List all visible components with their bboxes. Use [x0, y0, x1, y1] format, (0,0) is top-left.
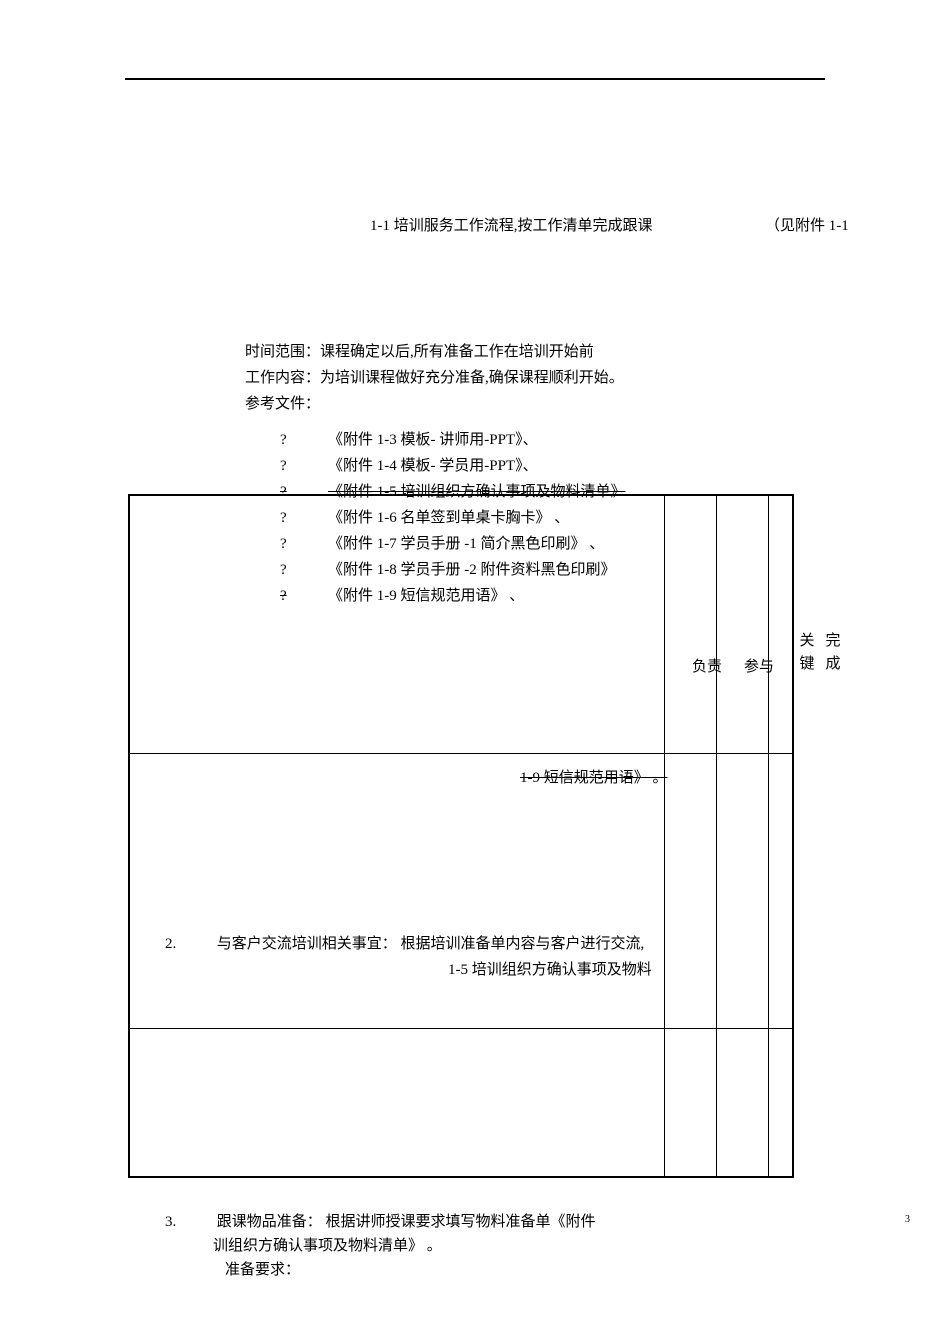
ref-files: 参考文件： [245, 392, 624, 416]
work-table [128, 494, 794, 1178]
item-2-text-b: 1-5 培训组织方确认事项及物料 [448, 958, 652, 982]
item-3-text-c: 准备要求： [225, 1258, 300, 1282]
header-text-1a: 1-1 培训服务工作流程,按工作清单完成跟课 [370, 214, 653, 238]
header-rule [125, 78, 825, 80]
col-header-responsible: 负责 [692, 655, 722, 679]
header-text-1b: （见附件 1-1 [765, 214, 849, 238]
work-content: 工作内容：为培训课程做好充分准备,确保课程顺利开始。 [245, 366, 624, 390]
col-header-key: 关键 [799, 630, 815, 675]
bullet-marker: ? [280, 428, 328, 452]
bullet-1: 《附件 1-3 模板- 讲师用-PPT》、 [328, 428, 538, 452]
item-3-text-a: 跟课物品准备： 根据讲师授课要求填写物料准备单《附件 [217, 1214, 596, 1230]
item-3-num: 3. [165, 1210, 213, 1234]
item-2: 2. 与客户交流培训相关事宜： 根据培训准备单内容与客户进行交流, [165, 932, 644, 956]
bullet-marker: ? [280, 454, 328, 478]
table-row [130, 1029, 793, 1177]
col-header-complete: 完成 [825, 630, 841, 675]
table-row [130, 754, 793, 1029]
page-number: 3 [905, 1212, 910, 1228]
row2-text1: 1-9 短信规范用语》 。 [520, 766, 668, 790]
time-scope: 时间范围：课程确定以后,所有准备工作在培训开始前 [245, 340, 624, 364]
item-2-num: 2. [165, 932, 213, 956]
bullet-2: 《附件 1-4 模板- 学员用-PPT》、 [328, 454, 538, 478]
item-2-text: 与客户交流培训相关事宜： 根据培训准备单内容与客户进行交流, [217, 936, 645, 952]
intro-block: 时间范围：课程确定以后,所有准备工作在培训开始前 工作内容：为培训课程做好充分准… [245, 340, 624, 418]
item-3-text-b: 训组织方确认事项及物料清单》 。 [213, 1234, 442, 1258]
col-header-participate: 参与 [744, 655, 774, 679]
item-3: 3. 跟课物品准备： 根据讲师授课要求填写物料准备单《附件 [165, 1210, 596, 1234]
table-header-row [130, 496, 793, 754]
